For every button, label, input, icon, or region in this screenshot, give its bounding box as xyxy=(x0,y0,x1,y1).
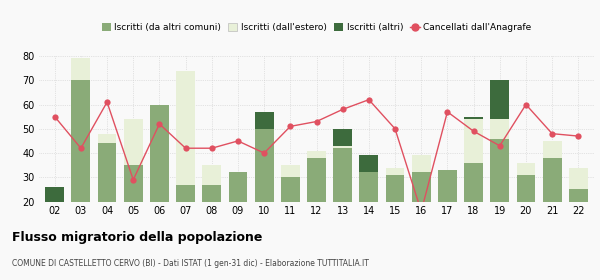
Bar xyxy=(255,112,274,129)
Bar xyxy=(124,119,143,165)
Bar xyxy=(202,165,221,185)
Bar xyxy=(359,155,378,172)
Bar xyxy=(517,163,535,175)
Bar xyxy=(71,80,91,250)
Legend: Iscritti (da altri comuni), Iscritti (dall'estero), Iscritti (altri), Cancellati: Iscritti (da altri comuni), Iscritti (da… xyxy=(98,20,535,36)
Bar xyxy=(176,71,195,185)
Bar xyxy=(412,172,431,250)
Bar xyxy=(255,129,274,250)
Bar xyxy=(333,129,352,146)
Bar xyxy=(202,185,221,250)
Bar xyxy=(45,202,64,250)
Bar xyxy=(333,146,352,148)
Bar xyxy=(281,177,300,250)
Bar xyxy=(569,190,588,250)
Bar xyxy=(45,187,64,202)
Bar xyxy=(71,59,91,80)
Bar xyxy=(569,168,588,190)
Text: Flusso migratorio della popolazione: Flusso migratorio della popolazione xyxy=(12,231,262,244)
Bar xyxy=(517,175,535,250)
Bar xyxy=(307,158,326,250)
Bar xyxy=(98,143,116,250)
Bar xyxy=(490,119,509,139)
Bar xyxy=(542,141,562,158)
Bar xyxy=(124,165,143,250)
Bar xyxy=(464,117,483,119)
Bar xyxy=(464,119,483,163)
Bar xyxy=(150,104,169,250)
Bar xyxy=(176,185,195,250)
Bar xyxy=(490,80,509,119)
Bar xyxy=(281,165,300,177)
Bar xyxy=(438,170,457,250)
Text: COMUNE DI CASTELLETTO CERVO (BI) - Dati ISTAT (1 gen-31 dic) - Elaborazione TUTT: COMUNE DI CASTELLETTO CERVO (BI) - Dati … xyxy=(12,259,369,268)
Bar xyxy=(542,158,562,250)
Bar xyxy=(490,139,509,250)
Bar xyxy=(386,168,404,175)
Bar xyxy=(464,163,483,250)
Bar xyxy=(359,172,378,250)
Bar xyxy=(98,134,116,143)
Bar xyxy=(307,151,326,158)
Bar xyxy=(386,175,404,250)
Bar xyxy=(412,155,431,172)
Bar xyxy=(229,172,247,250)
Bar xyxy=(333,148,352,250)
